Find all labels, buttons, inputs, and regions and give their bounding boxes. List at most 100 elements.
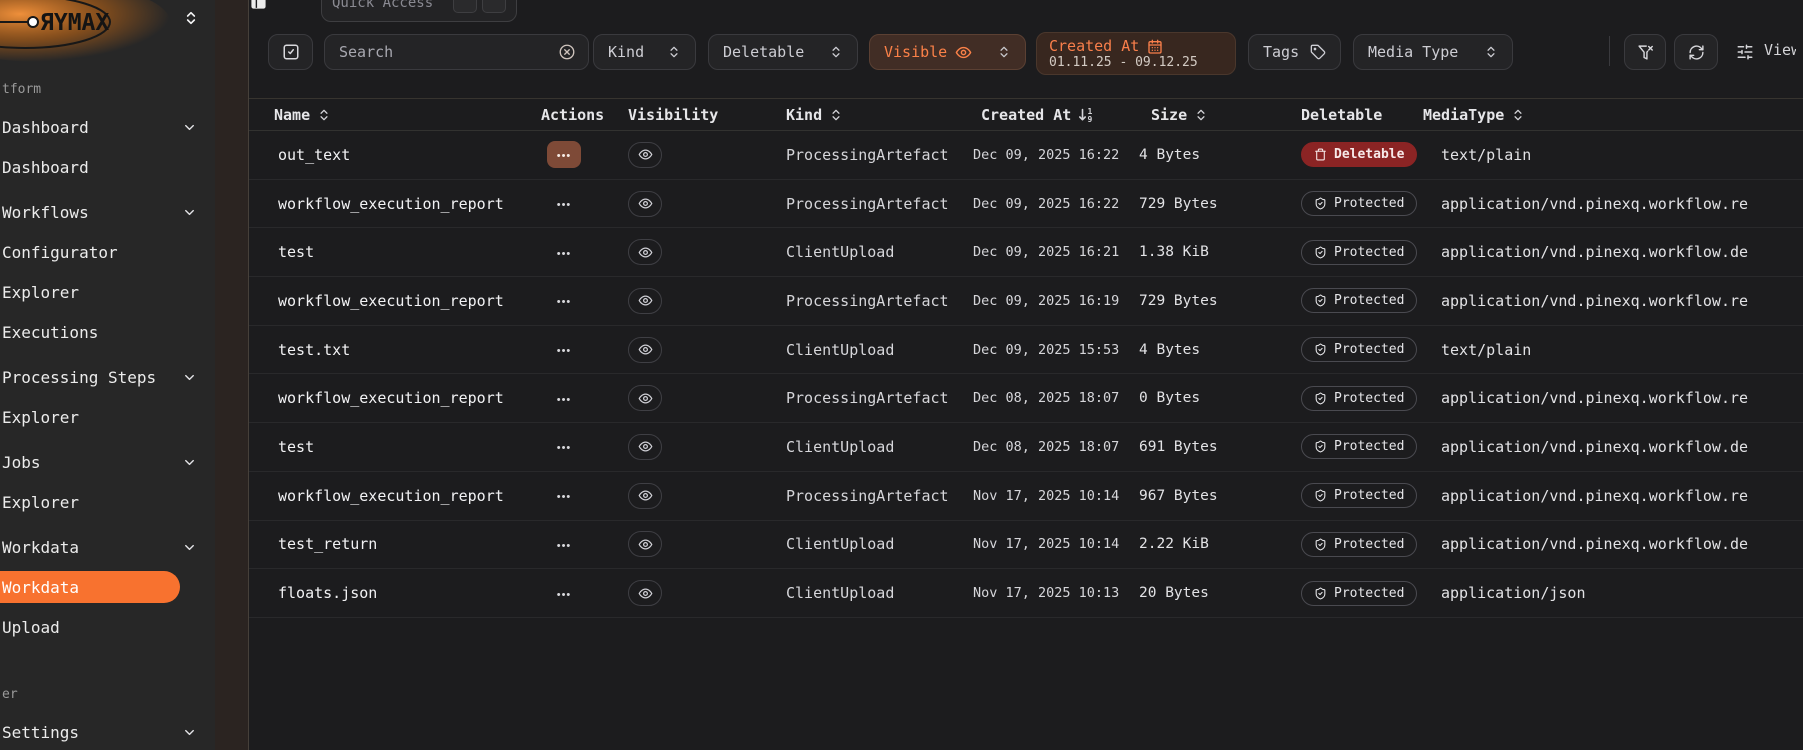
sidebar-collapse-icon[interactable]: [183, 10, 199, 26]
row-actions-button[interactable]: [547, 482, 581, 509]
cell-name: workflow_execution_report: [278, 389, 504, 408]
sidebar-item-configurator[interactable]: Configurator: [0, 232, 215, 272]
badge-label: Protected: [1334, 244, 1405, 260]
row-visibility-button[interactable]: [628, 336, 662, 363]
view-options-icon[interactable]: [1736, 43, 1754, 61]
table-row[interactable]: floats.json ClientUpload Nov 17, 2025 10…: [249, 569, 1803, 618]
chevron-down-icon: [182, 725, 197, 740]
row-actions-button[interactable]: [547, 287, 581, 314]
table-row[interactable]: test_return ClientUpload Nov 17, 2025 10…: [249, 521, 1803, 570]
cell-deletable: Protected: [1301, 531, 1441, 557]
search-input[interactable]: [337, 42, 550, 62]
header-actions: Actions: [541, 105, 605, 124]
sidebar-item-processing-steps[interactable]: Processing Steps: [0, 357, 215, 397]
cell-visibility: [628, 336, 786, 363]
row-actions-button[interactable]: [547, 141, 581, 169]
sidebar-item-jobs[interactable]: Jobs: [0, 442, 215, 482]
visible-filter[interactable]: Visible: [869, 34, 1026, 70]
table-row[interactable]: out_text ProcessingArtefact Dec 09, 2025…: [249, 131, 1803, 180]
media-type-filter[interactable]: Media Type: [1353, 34, 1513, 70]
created-at-filter[interactable]: Created At 01.11.25 - 09.12.25: [1036, 32, 1236, 75]
status-badge: Protected: [1301, 239, 1418, 265]
header-name[interactable]: Name: [274, 106, 541, 124]
svg-text:1: 1: [1088, 107, 1093, 116]
deletable-filter[interactable]: Deletable: [708, 34, 858, 70]
table-row[interactable]: test ClientUpload Dec 09, 2025 16:21 1.3…: [249, 228, 1803, 278]
sidebar-item-label: Executions: [2, 322, 99, 342]
quick-access-button[interactable]: Quick Access: [321, 0, 517, 22]
table-row[interactable]: workflow_execution_report ProcessingArte…: [249, 374, 1803, 424]
row-visibility-button[interactable]: [628, 531, 662, 558]
sidebar-item-workflows[interactable]: Workflows: [0, 192, 215, 232]
badge-label: Deletable: [1334, 147, 1405, 163]
cell-kind: ClientUpload: [786, 243, 895, 262]
row-visibility-button[interactable]: [628, 385, 662, 412]
sidebar-item-explorer[interactable]: Explorer: [0, 397, 215, 437]
cell-deletable: Protected: [1301, 191, 1441, 217]
table-row[interactable]: workflow_execution_report ProcessingArte…: [249, 277, 1803, 326]
kind-filter[interactable]: Kind: [593, 34, 696, 70]
cell-deletable: Deletable: [1301, 142, 1441, 168]
table-row[interactable]: test ClientUpload Dec 08, 2025 18:07 691…: [249, 423, 1803, 472]
cell-name: test: [278, 243, 315, 262]
cell-name: test_return: [278, 535, 378, 554]
clear-filters-button[interactable]: [1624, 34, 1666, 70]
cell-visibility: [628, 385, 786, 412]
row-actions-button[interactable]: [547, 531, 581, 558]
clear-search-icon[interactable]: [558, 43, 576, 61]
row-visibility-button[interactable]: [628, 580, 662, 607]
sidebar-item-upload[interactable]: Upload: [0, 607, 215, 647]
sidebar-item-workdata[interactable]: Workdata: [0, 527, 215, 567]
cell-size: 2.22 KiB: [1139, 536, 1209, 553]
badge-label: Protected: [1334, 536, 1405, 552]
refresh-button[interactable]: [1674, 34, 1718, 70]
table-header: Name Actions Visibility Kind Created At …: [249, 98, 1803, 131]
row-visibility-button[interactable]: [628, 482, 662, 509]
sidebar-item-label: Explorer: [2, 282, 80, 302]
row-actions-button[interactable]: [547, 239, 581, 266]
sidebar-item-workdata[interactable]: Workdata: [0, 571, 180, 603]
table-row[interactable]: test.txt ClientUpload Dec 09, 2025 15:53…: [249, 326, 1803, 375]
cell-visibility: [628, 580, 786, 607]
row-actions-button[interactable]: [547, 385, 581, 412]
row-actions-button[interactable]: [547, 190, 581, 217]
badge-label: Protected: [1334, 585, 1405, 601]
row-actions-button[interactable]: [547, 336, 581, 363]
row-actions-button[interactable]: [547, 580, 581, 607]
keycap: [482, 0, 506, 13]
header-media-type[interactable]: MediaType: [1423, 106, 1803, 124]
view-button[interactable]: View: [1764, 41, 1796, 59]
shield-check-icon: [1314, 343, 1327, 356]
table-row[interactable]: workflow_execution_report ProcessingArte…: [249, 472, 1803, 521]
cell-visibility: [628, 190, 786, 217]
row-visibility-button[interactable]: [628, 433, 662, 460]
panel-toggle-icon[interactable]: [250, 0, 267, 10]
row-visibility-button[interactable]: [628, 190, 662, 217]
sidebar-item-dashboard[interactable]: Dashboard: [0, 147, 215, 187]
select-all-button[interactable]: [268, 34, 313, 70]
header-kind[interactable]: Kind: [786, 106, 973, 124]
cell-size: 967 Bytes: [1139, 487, 1218, 504]
sidebar-item-settings[interactable]: Settings: [0, 712, 215, 750]
table-row[interactable]: workflow_execution_report ProcessingArte…: [249, 180, 1803, 229]
row-visibility-button[interactable]: [628, 141, 662, 168]
brand-logo: ЯYMAX: [0, 0, 215, 64]
tags-filter[interactable]: Tags: [1248, 34, 1341, 70]
row-actions-button[interactable]: [547, 433, 581, 460]
cell-actions: [541, 433, 628, 460]
shield-check-icon: [1314, 246, 1327, 259]
cell-kind: ProcessingArtefact: [786, 486, 949, 505]
ellipsis-icon: [557, 196, 572, 211]
cell-visibility: [628, 433, 786, 460]
sidebar-item-explorer[interactable]: Explorer: [0, 482, 215, 522]
sidebar-item-executions[interactable]: Executions: [0, 312, 215, 352]
sidebar-item-explorer[interactable]: Explorer: [0, 272, 215, 312]
table-body: out_text ProcessingArtefact Dec 09, 2025…: [249, 131, 1803, 618]
cell-media-type: text/plain: [1441, 340, 1532, 359]
header-size[interactable]: Size: [1151, 106, 1301, 124]
cell-visibility: [628, 482, 786, 509]
row-visibility-button[interactable]: [628, 287, 662, 314]
row-visibility-button[interactable]: [628, 239, 662, 266]
sidebar-item-dashboard[interactable]: Dashboard: [0, 107, 215, 147]
